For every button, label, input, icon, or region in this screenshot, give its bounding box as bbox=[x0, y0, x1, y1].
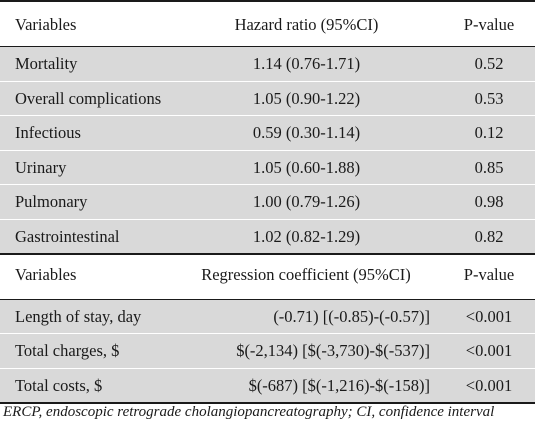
row-variable: Gastrointestinal bbox=[15, 226, 120, 246]
row-variable: Infectious bbox=[15, 123, 81, 142]
row-variable: Overall complications bbox=[15, 88, 162, 108]
table-row: Gastrointestinal 1.02 (0.82-1.29) 0.82 bbox=[0, 218, 535, 253]
row-estimate: (-0.71) [(-0.85)-(-0.57)] bbox=[273, 306, 430, 326]
results-table: Variables Hazard ratio (95%CI) P-value M… bbox=[0, 0, 535, 404]
table2-header-regression-coefficient: Regression coefficient (95%CI) bbox=[201, 264, 411, 284]
row-estimate: $(-687) [$(-1,216)-$(-158)] bbox=[248, 375, 430, 395]
row-estimate: 1.00 (0.79-1.26) bbox=[252, 192, 361, 211]
row-estimate: 1.02 (0.82-1.29) bbox=[252, 226, 361, 246]
row-p-value: 0.12 bbox=[474, 123, 504, 142]
row-variable: Urinary bbox=[15, 157, 67, 177]
table2-header-variables: Variables bbox=[15, 264, 77, 284]
table-footnote: ERCP, endoscopic retrograde cholangiopan… bbox=[3, 404, 495, 420]
table-bottom-rule bbox=[0, 402, 535, 404]
row-estimate: 1.05 (0.60-1.88) bbox=[252, 157, 361, 177]
row-p-value: <0.001 bbox=[465, 341, 513, 360]
table-top-rule bbox=[0, 0, 535, 2]
table1-header-rule bbox=[0, 46, 535, 47]
row-variable: Total costs, $ bbox=[15, 375, 103, 395]
table-row: Total costs, $ $(-687) [$(-1,216)-$(-158… bbox=[0, 367, 535, 402]
table-row: Urinary 1.05 (0.60-1.88) 0.85 bbox=[0, 149, 535, 184]
row-variable: Pulmonary bbox=[15, 192, 88, 211]
table2-header-row: Variables Regression coefficient (95%CI)… bbox=[0, 255, 535, 299]
table1-bottom-rule bbox=[0, 253, 535, 255]
row-p-value: 0.52 bbox=[474, 54, 504, 73]
row-estimate: 1.05 (0.90-1.22) bbox=[252, 88, 361, 108]
table1-header-row: Variables Hazard ratio (95%CI) P-value bbox=[0, 0, 535, 46]
table1-header-hazard-ratio: Hazard ratio (95%CI) bbox=[234, 15, 379, 34]
row-p-value: 0.82 bbox=[474, 226, 504, 246]
row-p-value: 0.53 bbox=[474, 88, 504, 108]
row-p-value: 0.98 bbox=[474, 192, 504, 211]
row-p-value: <0.001 bbox=[465, 375, 513, 395]
table-row: Total charges, $ $(-2,134) [$(-3,730)-$(… bbox=[0, 333, 535, 368]
table-row: Length of stay, day (-0.71) [(-0.85)-(-0… bbox=[0, 299, 535, 333]
table2-header-rule bbox=[0, 298, 535, 300]
table2-header-p-value: P-value bbox=[463, 264, 515, 284]
row-estimate: 1.14 (0.76-1.71) bbox=[252, 54, 361, 73]
table-row: Mortality 1.14 (0.76-1.71) 0.52 bbox=[0, 47, 535, 81]
row-variable: Total charges, $ bbox=[15, 341, 120, 360]
row-p-value: 0.85 bbox=[474, 157, 504, 177]
row-estimate: $(-2,134) [$(-3,730)-$(-537)] bbox=[236, 341, 430, 360]
table1-header-p-value: P-value bbox=[463, 15, 515, 34]
row-variable: Length of stay, day bbox=[15, 306, 142, 326]
table-row: Pulmonary 1.00 (0.79-1.26) 0.98 bbox=[0, 184, 535, 219]
row-variable: Mortality bbox=[15, 54, 78, 73]
table-row: Infectious 0.59 (0.30-1.14) 0.12 bbox=[0, 115, 535, 150]
row-p-value: <0.001 bbox=[465, 306, 513, 326]
row-estimate: 0.59 (0.30-1.14) bbox=[252, 123, 361, 142]
table-row: Overall complications 1.05 (0.90-1.22) 0… bbox=[0, 80, 535, 115]
table1-header-variables: Variables bbox=[15, 15, 77, 34]
